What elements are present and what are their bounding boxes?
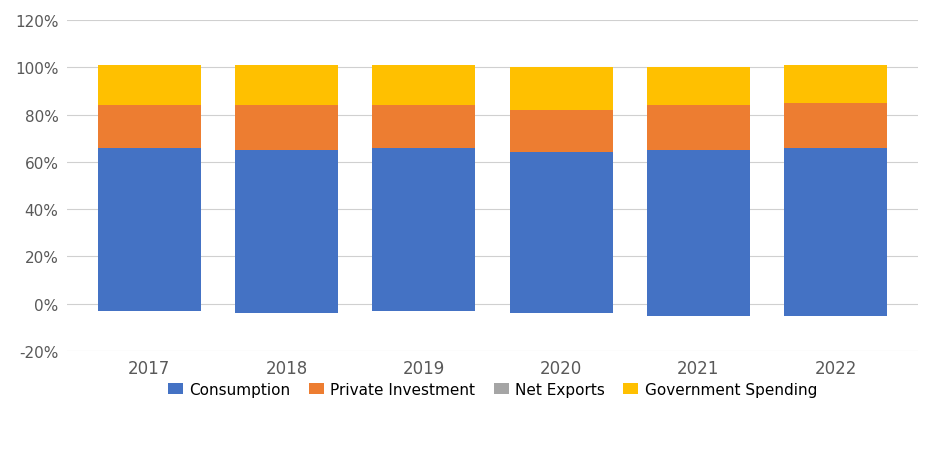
Bar bbox=[784, 304, 887, 316]
Bar bbox=[235, 66, 338, 106]
Bar bbox=[235, 151, 338, 313]
Bar bbox=[509, 153, 613, 313]
Bar bbox=[372, 106, 475, 148]
Bar bbox=[647, 106, 750, 151]
Bar bbox=[784, 148, 887, 316]
Bar bbox=[509, 111, 613, 153]
Bar bbox=[784, 66, 887, 104]
Bar bbox=[647, 304, 750, 316]
Bar bbox=[98, 66, 201, 106]
Bar bbox=[372, 148, 475, 311]
Bar bbox=[235, 304, 338, 313]
Bar bbox=[784, 104, 887, 148]
Bar bbox=[98, 304, 201, 311]
Bar bbox=[509, 304, 613, 313]
Bar bbox=[647, 151, 750, 316]
Bar bbox=[647, 68, 750, 106]
Bar bbox=[372, 304, 475, 311]
Bar bbox=[235, 106, 338, 151]
Legend: Consumption, Private Investment, Net Exports, Government Spending: Consumption, Private Investment, Net Exp… bbox=[161, 376, 823, 403]
Bar bbox=[98, 106, 201, 148]
Bar bbox=[509, 68, 613, 111]
Bar bbox=[98, 148, 201, 311]
Bar bbox=[372, 66, 475, 106]
